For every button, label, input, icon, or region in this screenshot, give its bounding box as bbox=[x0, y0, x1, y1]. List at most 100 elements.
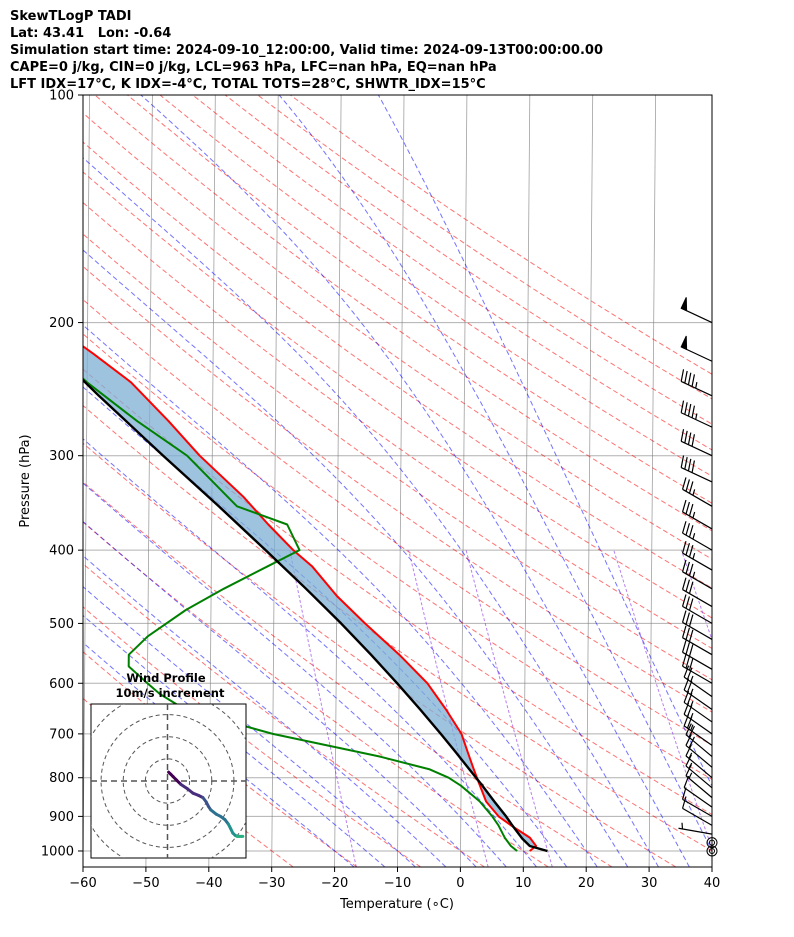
barb-full-flag bbox=[688, 503, 694, 517]
barb-half-flag bbox=[688, 772, 693, 779]
moist-adiabat-1 bbox=[83, 614, 386, 867]
wind-barb-27 bbox=[680, 455, 713, 483]
barb-full-flag bbox=[684, 430, 688, 444]
barb-staff bbox=[682, 488, 713, 507]
barb-full-flag bbox=[691, 434, 696, 447]
barb-full-flag bbox=[680, 369, 685, 382]
wind-barb-29 bbox=[680, 400, 713, 428]
x-tick-label-4: −20 bbox=[321, 876, 348, 891]
y-axis: 1000 900 800 700 600 500 400 300 200 100 bbox=[41, 89, 83, 859]
wind-barb-8 bbox=[685, 744, 713, 779]
wind-barb-20 bbox=[681, 594, 713, 624]
fill-layer bbox=[83, 346, 537, 846]
barb-half-flag bbox=[692, 511, 696, 519]
barb-full-flag bbox=[681, 521, 687, 534]
chart-header: SkewTLogP TADI Lat: 43.41 Lon: -0.64 Sim… bbox=[10, 8, 603, 93]
dry-adiabat-15 bbox=[83, 141, 712, 589]
moist-adiabat-4 bbox=[83, 520, 477, 867]
hodograph-subtitle: 10m/s increment bbox=[116, 686, 225, 700]
wind-barb-10 bbox=[685, 723, 713, 757]
barb-staff bbox=[680, 467, 713, 483]
y-tick-label-8: 200 bbox=[49, 316, 74, 331]
x-tick-label-1: −50 bbox=[132, 876, 159, 891]
isotherm-19 bbox=[648, 95, 657, 867]
moist-adiabat-6 bbox=[83, 438, 537, 867]
barb-staff bbox=[683, 676, 713, 698]
wind-barb-2 bbox=[678, 822, 713, 835]
wind-barbs bbox=[678, 297, 718, 857]
barb-full-flag bbox=[681, 559, 687, 572]
wind-barb-30 bbox=[680, 369, 713, 397]
barb-full-flag bbox=[685, 656, 690, 669]
barb-staff bbox=[683, 787, 713, 808]
barb-full-flag bbox=[685, 734, 692, 746]
barb-staff bbox=[685, 775, 713, 799]
convective-params-line: CAPE=0 j/kg, CIN=0 j/kg, LCL=963 hPa, LF… bbox=[10, 60, 497, 75]
isotherm-20 bbox=[711, 819, 712, 867]
barb-full-flag bbox=[685, 612, 690, 625]
barb-full-flag bbox=[681, 625, 687, 638]
mixing-ratio-line-3 bbox=[613, 549, 712, 850]
barb-full-flag bbox=[687, 372, 692, 385]
barb-full-flag bbox=[688, 481, 694, 494]
mixing-ratio-line-0 bbox=[289, 549, 357, 867]
wind-barb-25 bbox=[681, 499, 713, 530]
time-line: Simulation start time: 2024-09-10_12:00:… bbox=[10, 43, 603, 58]
wind-barb-18 bbox=[681, 625, 713, 656]
wind-barb-26 bbox=[681, 477, 713, 507]
barb-full-flag bbox=[691, 460, 696, 473]
hodograph-inset: Wind Profile 10m/s increment bbox=[90, 671, 247, 859]
isotherm-17 bbox=[522, 95, 531, 867]
moist-adiabat-7 bbox=[83, 386, 568, 867]
barb-half-flag bbox=[690, 675, 694, 682]
x-tick-label-9: 30 bbox=[641, 876, 658, 891]
barb-staff bbox=[685, 755, 713, 779]
moist-adiabat-11 bbox=[140, 95, 690, 867]
barb-full-flag bbox=[684, 457, 688, 470]
dry-adiabat-7 bbox=[83, 404, 712, 852]
mixing-ratio-line-4 bbox=[680, 549, 712, 642]
barb-half-flag bbox=[690, 701, 694, 708]
moist-adiabat-8 bbox=[83, 324, 598, 867]
barb-full-flag bbox=[691, 405, 696, 418]
barb-full-flag bbox=[681, 654, 687, 667]
x-tick-label-0: −60 bbox=[69, 876, 96, 891]
x-tick-label-5: −10 bbox=[384, 876, 411, 891]
x-tick-label-3: −30 bbox=[258, 876, 285, 891]
dry-adiabat-13 bbox=[83, 201, 712, 650]
wind-barb-4 bbox=[681, 787, 713, 817]
wind-barb-9 bbox=[685, 734, 713, 768]
y-tick-label-2: 800 bbox=[49, 771, 74, 786]
wind-barb-21 bbox=[681, 577, 713, 608]
moist-adiabat-2 bbox=[83, 586, 416, 867]
barb-full-flag bbox=[688, 658, 694, 671]
y-tick-label-4: 600 bbox=[49, 677, 74, 692]
wind-barb-16 bbox=[681, 654, 713, 684]
barb-half-flag bbox=[690, 724, 694, 731]
barb-full-flag bbox=[688, 629, 694, 642]
dry-adiabat-3 bbox=[83, 563, 485, 867]
y-tick-label-6: 400 bbox=[49, 544, 74, 559]
barb-half-flag bbox=[690, 712, 694, 720]
moist-adiabat-0 bbox=[83, 642, 355, 867]
barb-half-flag bbox=[690, 688, 694, 695]
barb-staff bbox=[678, 827, 713, 835]
barb-full-flag bbox=[685, 479, 690, 492]
barb-staff bbox=[683, 713, 713, 735]
barb-full-flag bbox=[681, 796, 687, 809]
barb-full-flag bbox=[685, 642, 690, 655]
barb-full-flag bbox=[681, 594, 687, 607]
dry-adiabat-11 bbox=[83, 265, 712, 713]
barb-staff bbox=[682, 589, 713, 608]
barb-full-flag bbox=[685, 744, 692, 757]
wind-barb-19 bbox=[681, 610, 713, 640]
hodograph-plot bbox=[91, 704, 246, 858]
barb-full-flag bbox=[688, 614, 694, 627]
barb-full-flag bbox=[681, 610, 687, 623]
barb-full-flag bbox=[688, 736, 695, 749]
barb-staff bbox=[683, 689, 713, 711]
y-tick-label-1: 900 bbox=[49, 810, 74, 825]
barb-staff bbox=[682, 552, 713, 571]
barb-full-flag bbox=[684, 402, 688, 415]
barb-full-flag bbox=[681, 540, 687, 554]
